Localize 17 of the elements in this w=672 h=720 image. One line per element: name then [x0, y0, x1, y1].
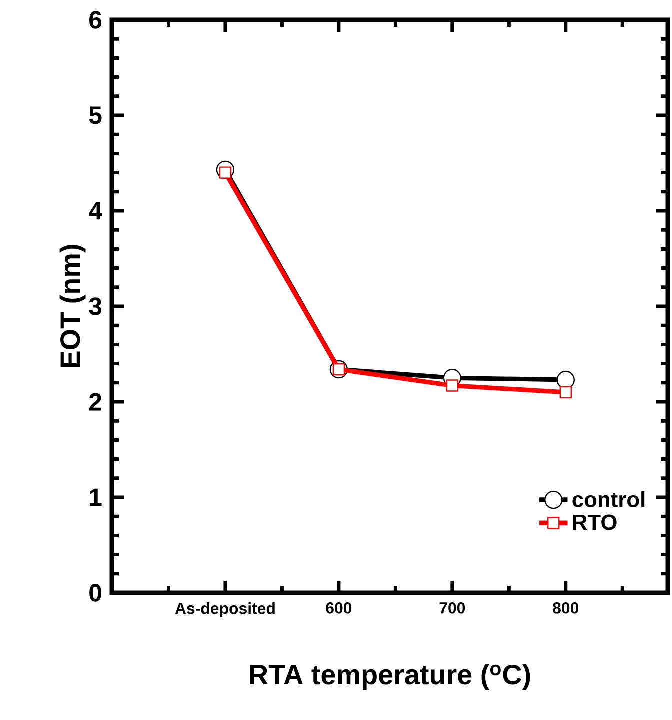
- x-tick-label: 600: [326, 602, 352, 614]
- y-tick-label: 4: [89, 202, 102, 220]
- y-tick-label: 2: [89, 393, 102, 411]
- y-tick-label: 3: [89, 298, 102, 316]
- x-tick-label: 800: [553, 602, 579, 614]
- x-tick-label: As-deposited: [175, 602, 275, 618]
- legend-label: RTO: [573, 514, 617, 530]
- point: [446, 380, 459, 392]
- y-axis-title: EOT (nm): [60, 245, 86, 368]
- y-tick-label: 1: [90, 488, 102, 506]
- y-tick-label: 0: [90, 584, 102, 602]
- x-tick-label: 700: [440, 602, 466, 614]
- legend-label: control: [572, 491, 645, 508]
- point: [560, 386, 572, 399]
- y-tick-label: 5: [89, 106, 102, 124]
- y-tick-label: 6: [90, 11, 102, 29]
- x-axis-title: RTA temperature ($^{o}$C): [250, 664, 530, 690]
